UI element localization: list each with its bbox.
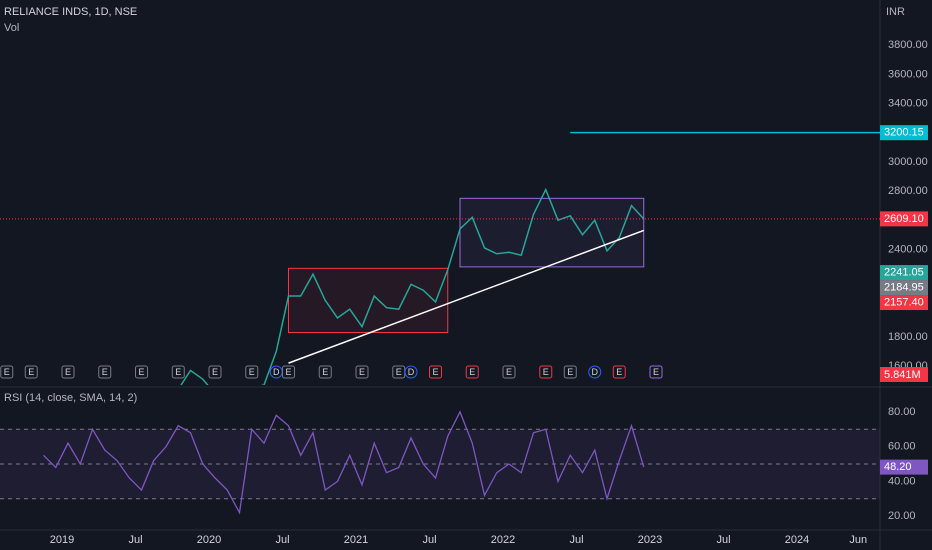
price-marker-label-box <box>880 125 928 141</box>
event-label: E <box>175 367 181 377</box>
y-tick-label: 3800.00 <box>888 39 928 51</box>
range-box <box>288 267 449 334</box>
overlay: 2019 Jul 2020 Jul 2021 Jul 2022 Jul 2023 Jul 2024 J… <box>0 39 928 546</box>
event-label: E <box>432 367 438 377</box>
price-marker-label: 2184.95 <box>884 281 924 293</box>
event-label: E <box>28 367 34 377</box>
y-tick-label: 2800.00 <box>888 185 928 197</box>
event-label: E <box>469 367 475 377</box>
y-tick-label: 3600.00 <box>888 68 928 80</box>
y-tick-label: 2400.00 <box>888 243 928 255</box>
currency: INR <box>886 6 905 18</box>
event-icon <box>588 365 602 379</box>
event-label: E <box>653 367 659 377</box>
last-price-label-box <box>880 211 928 227</box>
event-label: E <box>138 367 144 377</box>
price-marker-label: 2157.40 <box>884 296 924 308</box>
event-icon <box>24 365 38 379</box>
y-tick-label: 1800.00 <box>888 331 928 343</box>
event-icon <box>465 365 479 379</box>
y-tick-label: 3400.00 <box>888 97 928 109</box>
event-icon <box>355 365 369 379</box>
event-icon <box>0 365 14 379</box>
rsi-tick-label: 80.00 <box>888 406 916 418</box>
event-icon <box>563 365 577 379</box>
price-marker-label: 3200.15 <box>884 127 924 139</box>
rsi-tick-label: 40.00 <box>888 475 916 487</box>
rsi-title: RSI (14, close, SMA, 14, 2) <box>4 392 137 404</box>
event-icon <box>318 365 332 379</box>
symbol: RELIANCE INDS, 1D, NSE <box>4 6 137 18</box>
x-tick-label: 2021 <box>344 534 368 546</box>
price-marker-label-box <box>880 280 928 296</box>
event-icon <box>61 365 75 379</box>
event-label: E <box>65 367 71 377</box>
price-marker-label-box <box>880 295 928 311</box>
volume-label-box <box>880 367 928 382</box>
event-label: E <box>102 367 108 377</box>
event-icon <box>404 365 418 379</box>
volume-label: 5.841M <box>884 369 921 381</box>
event-label: E <box>506 367 512 377</box>
event-icon <box>208 365 222 379</box>
x-tick-label: 2024 <box>785 534 809 546</box>
x-tick-label: 2022 <box>491 534 515 546</box>
event-label: E <box>249 367 255 377</box>
rsi-last-label: 48.20 <box>884 461 912 473</box>
x-tick-label: Jul <box>422 534 436 546</box>
price-line <box>180 187 645 385</box>
event-icon <box>502 365 516 379</box>
trendline <box>288 229 645 364</box>
event-icon <box>135 365 148 379</box>
range-box <box>459 197 645 268</box>
event-icon <box>282 365 295 379</box>
x-tick-label: Jul <box>275 534 289 546</box>
event-icon <box>612 365 626 379</box>
event-label: D <box>592 367 599 377</box>
event-label: E <box>285 367 291 377</box>
volume-title: Vol <box>4 22 19 34</box>
rsi-last-label-box <box>880 459 928 475</box>
event-label: E <box>322 367 328 377</box>
event-icon <box>171 365 185 379</box>
y-tick-label: 3000.00 <box>888 156 928 168</box>
x-tick-label: 2019 <box>50 534 74 546</box>
event-label: D <box>408 367 415 377</box>
last-price-label: 2609.10 <box>884 213 924 225</box>
price-marker-label: 2241.05 <box>884 266 924 278</box>
event-icon <box>539 365 553 379</box>
rsi-line <box>43 410 645 515</box>
event-icon <box>245 365 259 379</box>
x-tick-label: Jul <box>128 534 142 546</box>
x-tick-label: 2023 <box>638 534 662 546</box>
x-tick-label: Jul <box>569 534 583 546</box>
event-label: D <box>273 367 280 377</box>
event-label: E <box>616 367 622 377</box>
event-label: E <box>396 367 402 377</box>
x-tick-label: 2020 <box>197 534 221 546</box>
rsi-tick-label: 20.00 <box>888 510 916 522</box>
event-icon <box>649 365 663 379</box>
price-marker-label-box <box>880 265 928 281</box>
x-tick-label: Jun <box>849 534 867 546</box>
event-label: E <box>4 367 10 377</box>
event-icon <box>429 365 442 379</box>
event-label: E <box>567 367 573 377</box>
x-tick-label: Jul <box>716 534 730 546</box>
event-label: E <box>359 367 365 377</box>
event-label: E <box>543 367 549 377</box>
event-label: E <box>212 367 218 377</box>
event-icon <box>98 365 112 379</box>
rsi-tick-label: 60.00 <box>888 441 916 453</box>
